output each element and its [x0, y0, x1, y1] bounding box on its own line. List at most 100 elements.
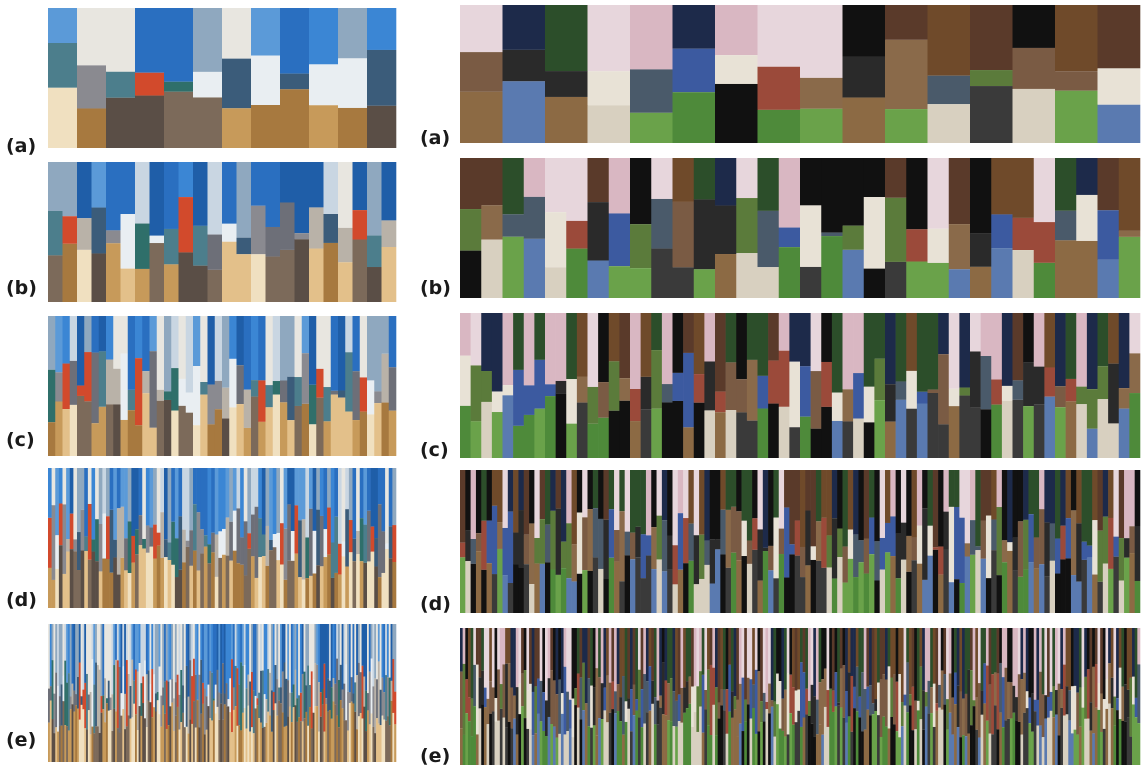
strip: [922, 628, 925, 690]
strip: [238, 624, 240, 684]
strip: [233, 511, 237, 551]
strip: [102, 709, 104, 762]
strip: [1119, 158, 1141, 231]
strip: [171, 624, 173, 679]
strip: [316, 565, 320, 608]
strip: [925, 628, 928, 692]
strip: [556, 313, 567, 381]
strip: [237, 508, 241, 563]
strip: [275, 624, 277, 665]
strip: [150, 236, 165, 243]
strip: [529, 523, 535, 584]
strip: [909, 694, 912, 705]
strip: [342, 624, 344, 690]
strip: [1063, 628, 1066, 665]
strip: [997, 575, 1003, 613]
strip: [179, 730, 181, 762]
strip: [354, 682, 356, 711]
strip: [382, 531, 386, 573]
strip: [675, 701, 678, 727]
strip: [986, 628, 989, 666]
strip: [331, 468, 335, 542]
strip: [249, 682, 251, 732]
strip: [200, 660, 202, 714]
strip: [367, 236, 382, 267]
strip: [768, 570, 774, 613]
strip: [374, 678, 376, 733]
strip: [131, 536, 135, 563]
strip: [157, 533, 161, 546]
strip: [1076, 387, 1087, 405]
strip: [484, 707, 487, 765]
strip: [372, 727, 374, 762]
strip: [731, 553, 737, 613]
strip: [186, 468, 190, 541]
strip: [928, 390, 939, 393]
strip: [773, 578, 779, 613]
strip: [715, 687, 718, 735]
strip: [309, 105, 338, 148]
strip: [231, 732, 233, 762]
strip: [715, 206, 737, 254]
strip: [92, 253, 107, 302]
strip: [529, 684, 532, 730]
strip: [1108, 313, 1119, 364]
strip: [110, 624, 112, 698]
strip: [646, 628, 649, 681]
strip: [157, 700, 159, 762]
strip: [371, 624, 373, 659]
strip: [153, 559, 157, 608]
strip: [61, 684, 63, 725]
strip: [208, 706, 210, 762]
strip: [182, 685, 184, 713]
strip: [1124, 684, 1127, 722]
strip: [204, 468, 208, 535]
strip: [198, 727, 200, 762]
strip: [1092, 575, 1098, 613]
strip: [343, 624, 345, 684]
strip: [1129, 470, 1135, 526]
strip: [542, 628, 545, 692]
strip: [651, 249, 673, 298]
strip: [821, 236, 843, 298]
strip: [843, 628, 846, 665]
strip: [240, 565, 244, 608]
strip: [991, 550, 997, 613]
strip: [264, 727, 266, 762]
strip: [204, 535, 208, 546]
strip: [180, 722, 182, 762]
strip: [135, 73, 164, 96]
strip: [383, 692, 385, 719]
strip: [497, 628, 500, 669]
strip: [588, 105, 631, 143]
strip: [131, 468, 135, 536]
strip: [202, 704, 204, 762]
strip: [1119, 470, 1125, 538]
strip: [970, 86, 1013, 143]
strip: [997, 507, 1003, 575]
strip: [1098, 366, 1109, 399]
strip: [246, 729, 248, 762]
strip: [168, 468, 172, 542]
strip: [1066, 379, 1077, 401]
strip: [378, 504, 382, 577]
strip: [510, 688, 513, 729]
strip: [736, 560, 742, 613]
strip: [1098, 105, 1141, 143]
strip: [1129, 628, 1132, 678]
strip: [460, 543, 466, 558]
strip: [291, 531, 295, 561]
strip: [784, 736, 787, 765]
strip: [657, 725, 660, 765]
strip: [121, 354, 129, 420]
strip: [468, 628, 471, 697]
strip: [805, 714, 808, 765]
strip: [276, 716, 278, 762]
strip: [917, 701, 920, 710]
strip: [273, 381, 281, 395]
strip: [287, 624, 289, 680]
strip: [545, 97, 588, 143]
strip: [304, 672, 306, 719]
strip: [869, 518, 875, 555]
strip: [360, 518, 364, 561]
